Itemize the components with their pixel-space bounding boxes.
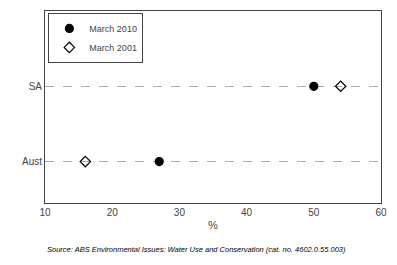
svg-text:10: 10 (39, 207, 51, 218)
svg-text:60: 60 (375, 207, 387, 218)
svg-text:50: 50 (308, 207, 320, 218)
svg-text:40: 40 (241, 207, 253, 218)
svg-text:Aust: Aust (22, 156, 42, 167)
svg-text:20: 20 (107, 207, 119, 218)
svg-text:SA: SA (29, 81, 43, 92)
svg-text:%: % (208, 219, 218, 231)
svg-text:30: 30 (174, 207, 186, 218)
svg-text:March 2010: March 2010 (89, 24, 137, 34)
svg-text:March 2001: March 2001 (89, 43, 137, 53)
svg-text:Source: ABS Environmental Issu: Source: ABS Environmental Issues: Water … (47, 245, 346, 254)
